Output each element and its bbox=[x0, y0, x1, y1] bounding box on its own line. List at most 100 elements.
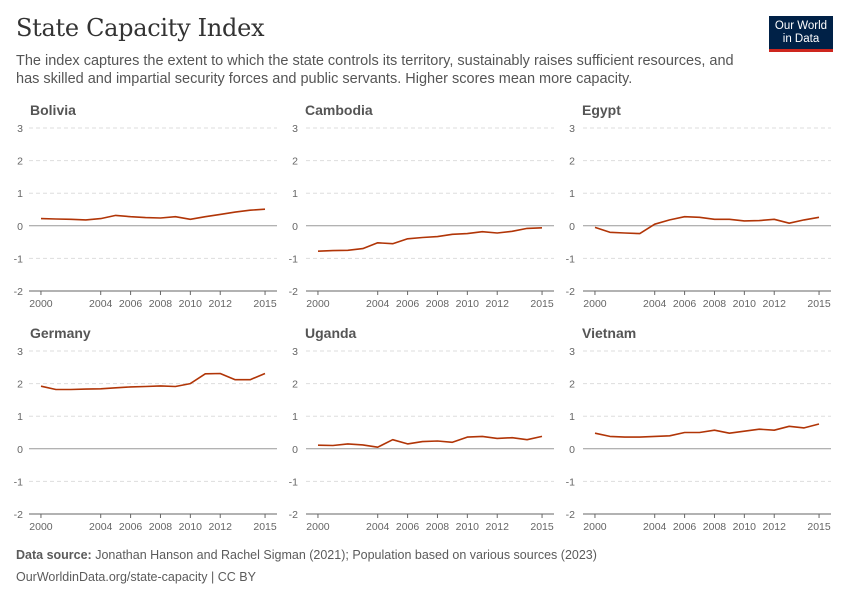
x-tick-label: 2012 bbox=[763, 298, 787, 310]
x-tick-label: 2008 bbox=[149, 521, 173, 533]
y-tick-label: -1 bbox=[566, 476, 575, 488]
x-tick-label: 2010 bbox=[456, 298, 480, 310]
logo-line-2: in Data bbox=[782, 33, 820, 45]
data-source-label: Data source: bbox=[16, 548, 92, 562]
x-tick-label: 2006 bbox=[396, 521, 420, 533]
y-tick-label: 3 bbox=[292, 346, 298, 358]
footer-url-line: OurWorldinData.org/state-capacity | CC B… bbox=[16, 570, 256, 584]
x-tick-label: 2004 bbox=[89, 298, 113, 310]
y-tick-label: 3 bbox=[569, 346, 575, 358]
x-tick-label: 2008 bbox=[703, 298, 727, 310]
owid-logo[interactable]: Our World in Data bbox=[769, 16, 833, 52]
x-tick-label: 2004 bbox=[366, 521, 390, 533]
y-tick-label: 0 bbox=[292, 444, 298, 456]
license-text: | CC BY bbox=[207, 570, 256, 584]
x-tick-label: 2010 bbox=[179, 298, 203, 310]
y-tick-label: -2 bbox=[14, 286, 23, 298]
y-tick-label: -2 bbox=[289, 509, 298, 521]
panel-title: Vietnam bbox=[582, 325, 636, 341]
x-tick-label: 2006 bbox=[673, 298, 697, 310]
x-tick-label: 2015 bbox=[807, 298, 831, 310]
y-tick-label: -1 bbox=[289, 253, 298, 265]
y-tick-label: -1 bbox=[566, 253, 575, 265]
series-line-germany bbox=[40, 372, 266, 391]
y-tick-label: -1 bbox=[14, 476, 23, 488]
x-tick-label: 2006 bbox=[119, 521, 143, 533]
x-tick-label: 2010 bbox=[456, 521, 480, 533]
x-tick-label: 2012 bbox=[486, 521, 510, 533]
y-tick-label: 0 bbox=[17, 444, 23, 456]
series-line-vietnam bbox=[594, 423, 820, 438]
logo-line-1: Our World bbox=[774, 20, 828, 32]
y-tick-label: -2 bbox=[289, 286, 298, 298]
y-tick-label: 0 bbox=[17, 221, 23, 233]
x-tick-label: 2010 bbox=[179, 521, 203, 533]
x-tick-label: 2010 bbox=[733, 298, 757, 310]
y-tick-label: 1 bbox=[569, 188, 575, 200]
x-tick-label: 2006 bbox=[119, 298, 143, 310]
chart-subtitle: The index captures the extent to which t… bbox=[16, 53, 734, 87]
x-tick-label: 2012 bbox=[486, 298, 510, 310]
x-tick-label: 2012 bbox=[209, 521, 233, 533]
y-tick-label: 1 bbox=[17, 411, 23, 423]
series-line-uganda bbox=[317, 435, 543, 449]
y-tick-label: -2 bbox=[566, 509, 575, 521]
x-tick-label: 2008 bbox=[703, 521, 727, 533]
y-tick-label: -1 bbox=[289, 476, 298, 488]
y-tick-label: 2 bbox=[569, 156, 575, 168]
data-source: Data source: Jonathan Hanson and Rachel … bbox=[16, 548, 597, 562]
y-tick-label: 3 bbox=[292, 123, 298, 135]
series-line-egypt bbox=[594, 215, 820, 235]
chart-title: State Capacity Index bbox=[16, 14, 265, 42]
x-tick-label: 2004 bbox=[366, 298, 390, 310]
y-tick-label: 3 bbox=[17, 346, 23, 358]
y-tick-label: 3 bbox=[17, 123, 23, 135]
series-line-cambodia bbox=[317, 227, 543, 252]
y-tick-label: -2 bbox=[566, 286, 575, 298]
x-tick-label: 2004 bbox=[643, 521, 667, 533]
source-link[interactable]: OurWorldinData.org/state-capacity bbox=[16, 570, 208, 584]
panel-title: Egypt bbox=[582, 102, 621, 118]
x-tick-label: 2012 bbox=[763, 521, 787, 533]
panel-title: Germany bbox=[30, 325, 91, 341]
y-tick-label: 0 bbox=[292, 221, 298, 233]
y-tick-label: 0 bbox=[569, 221, 575, 233]
x-tick-label: 2008 bbox=[426, 521, 450, 533]
y-tick-label: 1 bbox=[17, 188, 23, 200]
x-tick-label: 2006 bbox=[673, 521, 697, 533]
x-tick-label: 2015 bbox=[253, 521, 277, 533]
x-tick-label: 2004 bbox=[89, 521, 113, 533]
x-tick-label: 2008 bbox=[426, 298, 450, 310]
y-tick-label: 1 bbox=[292, 411, 298, 423]
x-tick-label: 2000 bbox=[583, 521, 607, 533]
y-tick-label: 2 bbox=[569, 379, 575, 391]
y-tick-label: -1 bbox=[14, 253, 23, 265]
x-tick-label: 2010 bbox=[733, 521, 757, 533]
series-line-bolivia bbox=[40, 208, 266, 221]
x-tick-label: 2000 bbox=[306, 521, 330, 533]
panel-title: Uganda bbox=[305, 325, 357, 341]
x-tick-label: 2006 bbox=[396, 298, 420, 310]
y-tick-label: 3 bbox=[569, 123, 575, 135]
y-tick-label: 1 bbox=[292, 188, 298, 200]
y-tick-label: 2 bbox=[292, 379, 298, 391]
x-tick-label: 2000 bbox=[306, 298, 330, 310]
x-tick-label: 2015 bbox=[530, 298, 554, 310]
panel-title: Cambodia bbox=[305, 102, 373, 118]
x-tick-label: 2004 bbox=[643, 298, 667, 310]
x-tick-label: 2015 bbox=[530, 521, 554, 533]
panel-title: Bolivia bbox=[30, 102, 76, 118]
x-tick-label: 2000 bbox=[29, 521, 53, 533]
y-tick-label: -2 bbox=[14, 509, 23, 521]
data-source-text: Jonathan Hanson and Rachel Sigman (2021)… bbox=[91, 548, 597, 562]
x-tick-label: 2012 bbox=[209, 298, 233, 310]
y-tick-label: 2 bbox=[17, 156, 23, 168]
x-tick-label: 2015 bbox=[807, 521, 831, 533]
y-tick-label: 0 bbox=[569, 444, 575, 456]
y-tick-label: 2 bbox=[292, 156, 298, 168]
y-tick-label: 1 bbox=[569, 411, 575, 423]
x-tick-label: 2015 bbox=[253, 298, 277, 310]
x-tick-label: 2000 bbox=[29, 298, 53, 310]
x-tick-label: 2008 bbox=[149, 298, 173, 310]
